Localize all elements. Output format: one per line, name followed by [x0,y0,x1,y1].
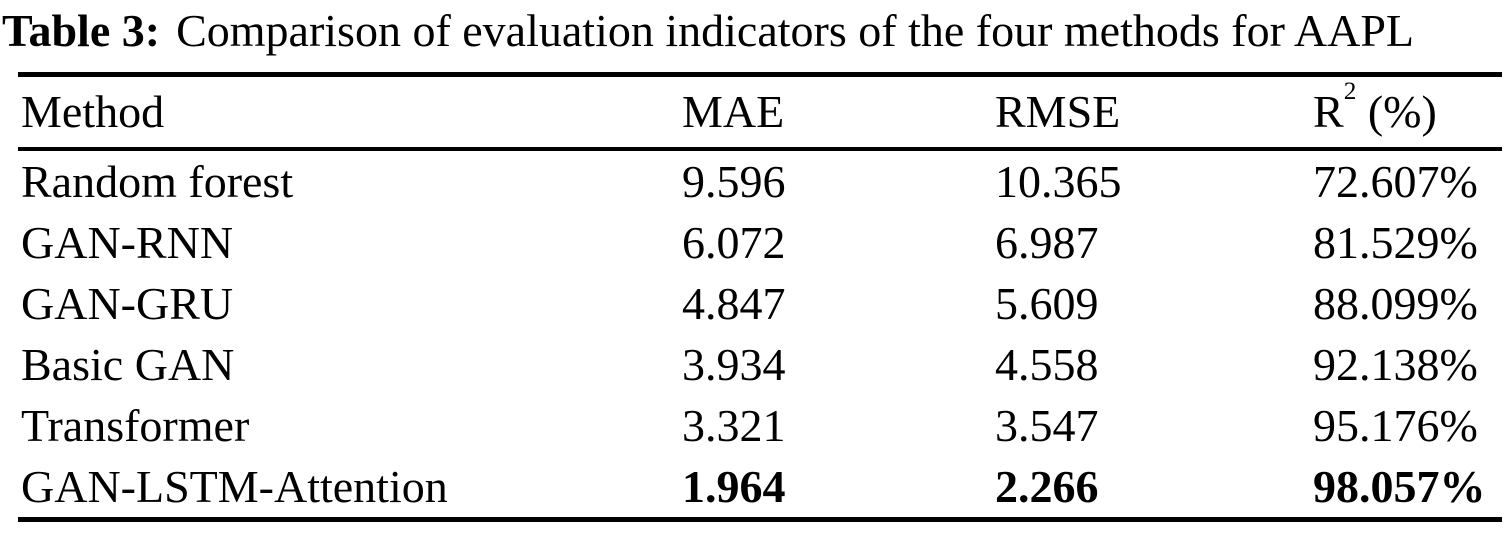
table-caption: Table 3: Comparison of evaluation indicat… [0,0,1504,60]
header-r2-base: R [1313,86,1344,137]
table-row: GAN-GRU 4.847 5.609 88.099% [18,273,1502,334]
r2-cell: 88.099% [1313,277,1478,329]
method-cell: GAN-LSTM-Attention [21,460,448,512]
r2-cell: 72.607% [1313,155,1478,207]
method-cell: GAN-GRU [21,277,234,329]
mae-cell: 6.072 [682,216,786,268]
rmse-cell: 6.987 [995,216,1099,268]
results-table: Method MAE RMSE R2 (%) Random forest 9.5… [18,72,1502,522]
method-cell: GAN-RNN [21,216,234,268]
header-rmse: RMSE [995,74,1313,151]
r2-cell: 81.529% [1313,216,1478,268]
header-method: Method [18,74,682,151]
caption-text: Comparison of evaluation indicators of t… [176,5,1414,56]
table-header: Method MAE RMSE R2 (%) [18,74,1502,151]
r2-cell: 98.057% [1313,460,1486,512]
table-row: Basic GAN 3.934 4.558 92.138% [18,334,1502,395]
rmse-cell: 4.558 [995,338,1099,390]
rmse-cell: 10.365 [995,155,1122,207]
r2-cell: 92.138% [1313,338,1478,390]
header-r2: R2 (%) [1313,74,1502,151]
rmse-cell: 2.266 [995,460,1099,512]
r2-cell: 95.176% [1313,399,1478,451]
header-r2-superscript: 2 [1343,77,1357,106]
table-row: Random forest 9.596 10.365 72.607% [18,149,1502,212]
table-body: Random forest 9.596 10.365 72.607% GAN-R… [18,149,1502,520]
table-row: GAN-RNN 6.072 6.987 81.529% [18,212,1502,273]
header-row: Method MAE RMSE R2 (%) [18,74,1502,151]
mae-cell: 3.934 [682,338,786,390]
header-mae: MAE [682,74,995,151]
rmse-cell: 5.609 [995,277,1099,329]
method-cell: Transformer [21,399,250,451]
caption-label: Table 3: [2,5,161,56]
mae-cell: 1.964 [682,460,786,512]
mae-cell: 4.847 [682,277,786,329]
header-r2-suffix: (%) [1356,86,1437,137]
table-row: GAN-LSTM-Attention 1.964 2.266 98.057% [18,456,1502,520]
method-cell: Random forest [21,155,294,207]
mae-cell: 3.321 [682,399,786,451]
mae-cell: 9.596 [682,155,786,207]
table-row: Transformer 3.321 3.547 95.176% [18,395,1502,456]
rmse-cell: 3.547 [995,399,1099,451]
method-cell: Basic GAN [21,338,235,390]
